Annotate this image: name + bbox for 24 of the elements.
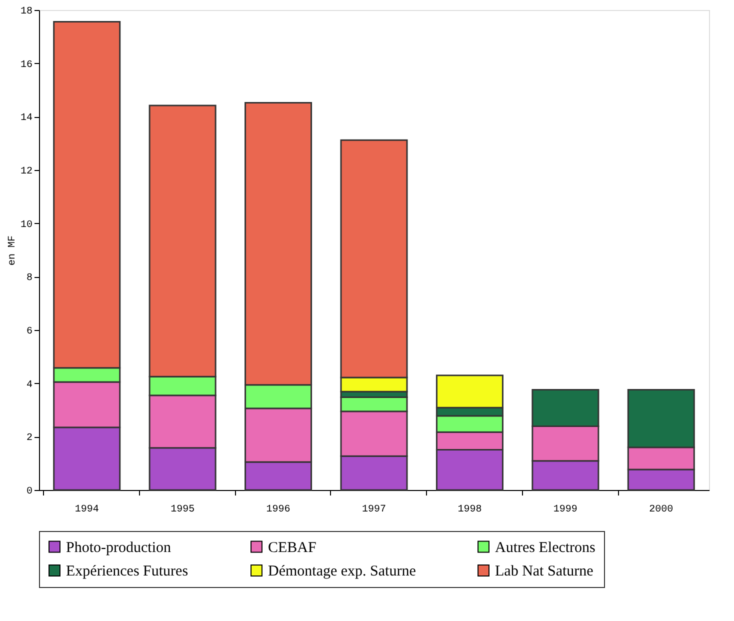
y-tick-label: 18 [20,6,32,18]
x-tick-label: 1995 [170,504,195,516]
legend-label: Démontage exp. Saturne [268,564,416,580]
x-tick-label: 1997 [362,504,386,516]
y-tick-label: 16 [20,60,32,71]
y-axis-title: en MF [8,235,18,266]
y-tick-label: 14 [20,113,32,124]
y-tick-label: 12 [20,166,32,178]
x-tick-label: 1998 [458,504,482,516]
x-tick-label: 1999 [553,504,578,516]
x-tick-label: 2000 [649,504,674,516]
y-tick-label: 8 [26,273,32,284]
legend-label: Autres Electrons [495,540,596,556]
y-tick-label: 2 [26,433,32,444]
x-tick-label: 1994 [74,504,99,516]
legend-label: Expériences Futures [66,564,188,580]
legend-label: Photo-production [66,540,172,556]
legend-label: CEBAF [268,540,316,556]
x-tick-label: 1996 [266,504,290,516]
y-tick-label: 10 [20,220,32,231]
y-tick-label: 4 [26,380,32,391]
y-tick-label: 6 [26,326,32,338]
legend-label: Lab Nat Saturne [495,564,594,580]
y-tick-label: 0 [26,486,32,498]
